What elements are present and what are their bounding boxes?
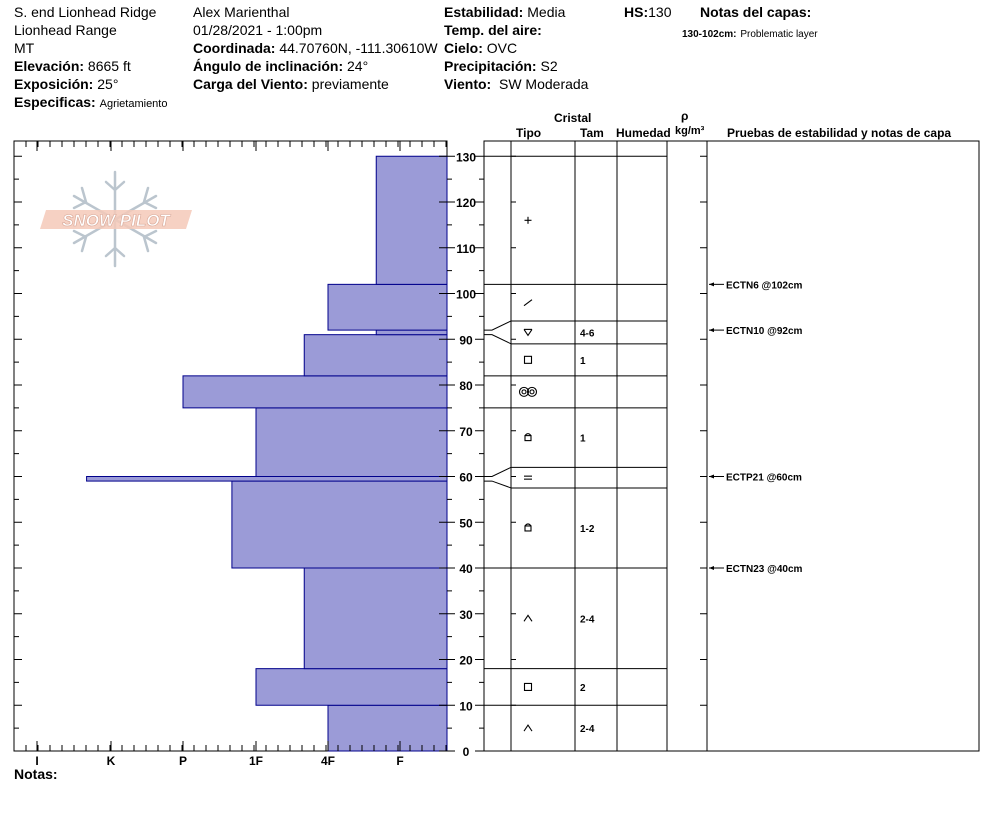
- depth-label: 20: [459, 654, 473, 668]
- depth-label: 130: [456, 150, 476, 164]
- stability-test-label: ECTN23 @40cm: [726, 564, 803, 575]
- faceted-icon: [523, 355, 533, 364]
- hardness-bar: [375, 329, 448, 336]
- layer-notes-title: Notas del capas:: [700, 4, 812, 20]
- hardness-bar: [182, 375, 448, 409]
- grain-size: 2: [580, 683, 586, 694]
- wind: Viento: SW Moderada: [444, 76, 589, 92]
- layer-connector: [484, 466, 512, 477]
- depth-hoar-icon: [523, 614, 533, 622]
- air-temp: Temp. del aire:: [444, 22, 542, 38]
- size-header: Tam: [580, 126, 604, 140]
- layer-table-frame: [483, 140, 980, 752]
- depth-label: 30: [459, 608, 473, 622]
- observer: Alex Marienthal: [193, 4, 290, 20]
- stability-test-label: ECTP21 @60cm: [726, 473, 802, 484]
- state: MT: [14, 40, 35, 56]
- depth-label: 60: [459, 471, 473, 485]
- layer-connector: [484, 480, 512, 489]
- snowpilot-logo: SNOW PILOT: [40, 170, 192, 268]
- layer-note: 130-102cm: Problematic layer: [682, 29, 818, 40]
- depth-label: 70: [459, 425, 473, 439]
- test-arrowhead: [709, 474, 714, 479]
- aspect: Exposición: 25°: [14, 76, 119, 92]
- range: Lionhead Range: [14, 22, 117, 38]
- grain-size: 2-4: [580, 724, 595, 735]
- stability: Estabilidad: Media: [444, 4, 566, 20]
- specifics: Especificas: Agrietamiento: [14, 94, 168, 110]
- density-rho-header: ρ: [681, 109, 689, 123]
- hardness-bar: [86, 476, 448, 482]
- hardness-bar: [303, 567, 448, 670]
- decomposing-icon: [523, 299, 533, 307]
- grain-size: 1: [580, 434, 586, 445]
- stability-test-label: ECTN6 @102cm: [726, 280, 803, 291]
- hardness-bar: [255, 668, 448, 706]
- depth-label: 110: [456, 242, 476, 256]
- depth-label: 10: [459, 699, 473, 713]
- hardness-bar: [375, 155, 448, 285]
- depth-label: 0: [463, 745, 470, 759]
- rounded-faceted-icon: [524, 523, 532, 532]
- grain-size: 1: [580, 356, 586, 367]
- datetime: 01/28/2021 - 1:00pm: [193, 22, 323, 38]
- sky: Cielo: OVC: [444, 40, 518, 56]
- surface-hoar-icon: [523, 328, 533, 337]
- stability-test-label: ECTN10 @92cm: [726, 326, 803, 337]
- new-snow-icon: [524, 216, 532, 224]
- depth-label: 50: [459, 516, 473, 530]
- tests-header: Pruebas de estabilidad y notas de capa: [727, 126, 952, 140]
- test-arrowhead: [709, 282, 714, 287]
- hardness-bar: [327, 283, 448, 331]
- type-header: Tipo: [516, 126, 542, 140]
- grain-size: 1-2: [580, 524, 595, 535]
- faceted-icon: [523, 682, 533, 692]
- ice-icon: [524, 475, 532, 480]
- slope-angle: Ángulo de inclinación: 24°: [193, 58, 369, 74]
- notes-label: Notas:: [14, 766, 58, 782]
- density-unit-header: kg/m³: [675, 125, 705, 137]
- coordinates: Coordinada: 44.70760N, -111.30610W: [193, 40, 438, 56]
- depth-hoar-icon: [523, 724, 533, 732]
- hardness-label: F: [396, 754, 403, 768]
- rounded-faceted-icon: [524, 433, 532, 442]
- moisture-header: Humedad: [616, 126, 671, 140]
- depth-label: 40: [459, 562, 473, 576]
- depth-label: 80: [459, 379, 473, 393]
- hardness-bar: [255, 407, 448, 477]
- hardness-label: 4F: [321, 754, 335, 768]
- hardness-label: P: [179, 754, 187, 768]
- hardness-label: 1F: [249, 754, 263, 768]
- test-arrowhead: [709, 328, 714, 333]
- location: S. end Lionhead Ridge: [14, 4, 157, 20]
- hardness-label: I: [35, 754, 38, 768]
- precipitation: Precipitación: S2: [444, 58, 558, 74]
- hardness-label: K: [107, 754, 116, 768]
- grain-size: 2-4: [580, 614, 595, 625]
- depth-label: 120: [456, 196, 476, 210]
- hardness-bar: [327, 704, 448, 752]
- melt-forms-icon: [518, 386, 538, 397]
- wind-loading: Carga del Viento: previamente: [193, 76, 389, 92]
- crystal-header: Cristal: [554, 111, 592, 125]
- elevation: Elevación: 8665 ft: [14, 58, 131, 74]
- test-arrowhead: [709, 566, 714, 570]
- hardness-bar: [231, 480, 448, 569]
- snow-height: HS:130: [624, 4, 672, 20]
- depth-label: 100: [456, 288, 476, 302]
- layer-connector: [484, 334, 512, 345]
- depth-label: 90: [459, 333, 473, 347]
- snowpilot-logo-text: SNOW PILOT: [62, 211, 171, 230]
- layer-connector: [484, 320, 512, 331]
- grain-size: 4-6: [580, 328, 595, 339]
- hardness-bar: [303, 334, 448, 377]
